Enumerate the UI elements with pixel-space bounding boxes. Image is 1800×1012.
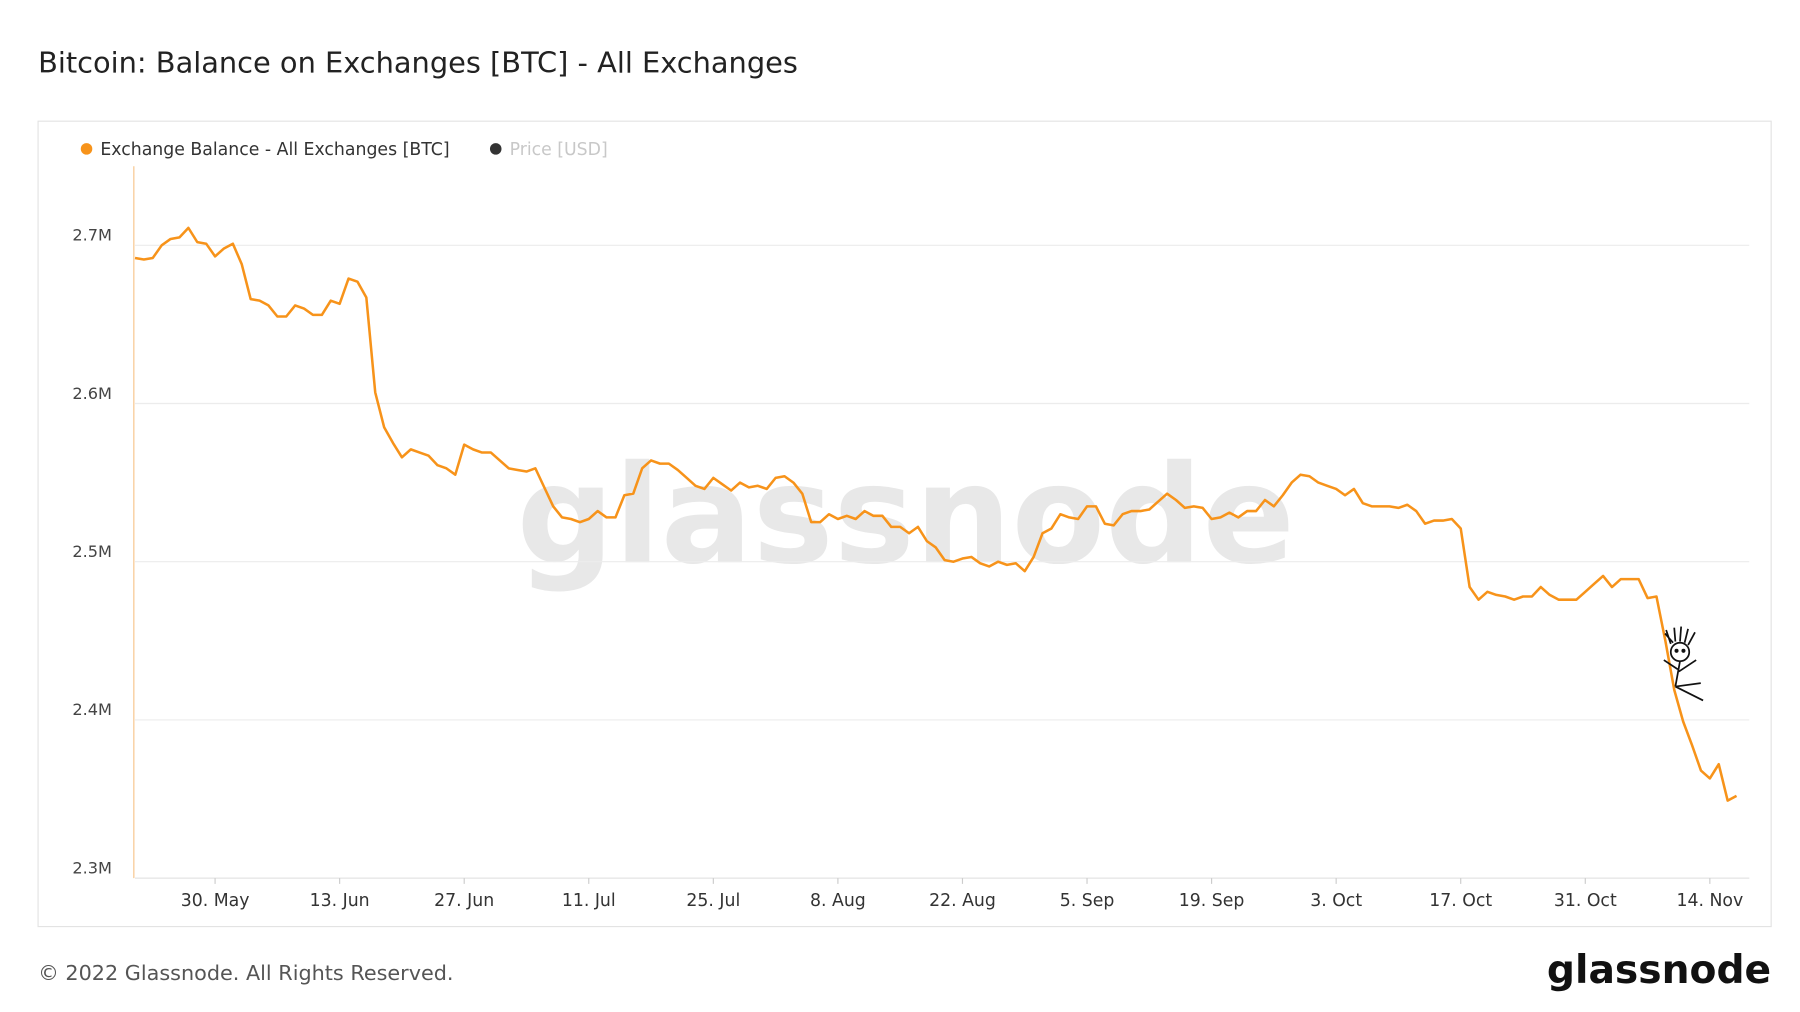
y-tick-label: 2.4M (72, 700, 112, 719)
y-tick-label: 2.5M (72, 542, 112, 561)
line-series (134, 226, 1738, 802)
x-tick-label: 19. Sep (1179, 891, 1245, 911)
x-tick-label: 13. Jun (310, 891, 370, 911)
x-tick-label: 30. May (181, 891, 250, 911)
legend-label: Exchange Balance - All Exchanges [BTC] (100, 140, 449, 160)
plot (134, 226, 1738, 802)
x-tick-label: 14. Nov (1676, 891, 1743, 911)
x-tick-label: 25. Jul (686, 891, 740, 911)
x-tick-label: 5. Sep (1060, 891, 1115, 911)
x-tick-label: 8. Aug (810, 891, 866, 911)
x-tick-label: 27. Jun (434, 891, 494, 911)
y-tick-label: 2.7M (72, 226, 112, 245)
logo: glassnode (1547, 948, 1771, 993)
legend-label: Price [USD] (510, 140, 608, 160)
x-tick-label: 11. Jul (562, 891, 616, 911)
y-tick-label: 2.3M (72, 858, 112, 877)
copyright: © 2022 Glassnode. All Rights Reserved. (38, 961, 453, 985)
grid: 2.3M 2.4M 2.5M 2.6M 2.7M 30. May 13. Jun 27. Ju… (72, 166, 1750, 911)
x-tick-label: 22. Aug (929, 891, 996, 911)
chart-title: Bitcoin: Balance on Exchanges [BTC] - Al… (38, 46, 798, 80)
doodle (1663, 626, 1704, 702)
chart-frame (37, 120, 1772, 928)
y-tick-label: 2.6M (72, 384, 112, 403)
legend-marker (489, 143, 502, 155)
x-tick-label: 17. Oct (1429, 891, 1492, 911)
legend-marker (80, 143, 93, 155)
legend: Exchange Balance - All Exchanges [BTC] Pr… (80, 140, 608, 160)
watermark: glassnode (517, 437, 1295, 595)
x-tick-label: 3. Oct (1310, 891, 1362, 911)
x-tick-label: 31. Oct (1554, 891, 1617, 911)
